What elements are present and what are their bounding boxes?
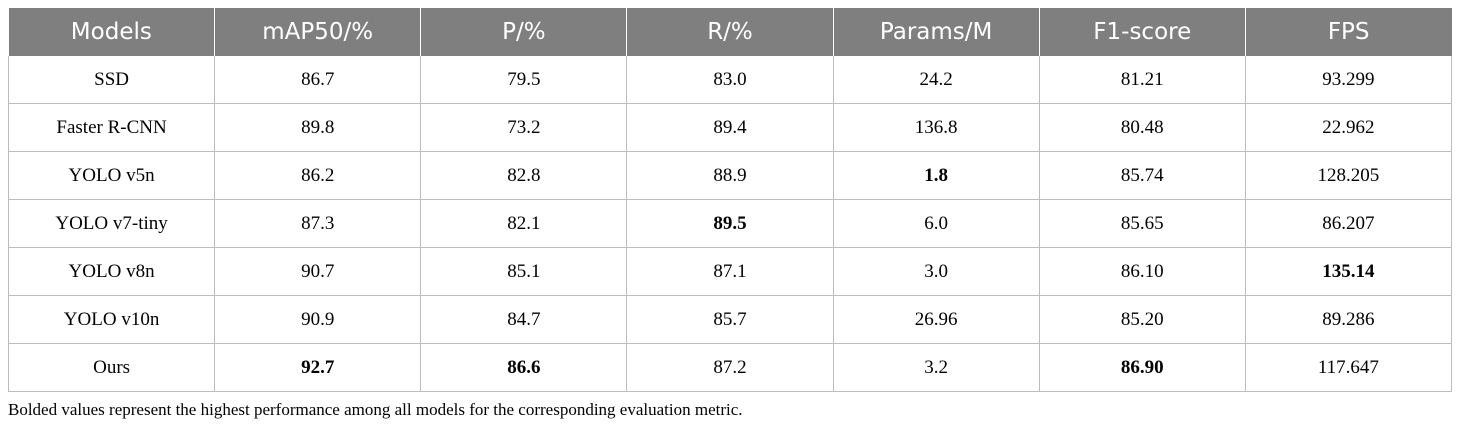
- metric-cell: 89.286: [1245, 295, 1453, 344]
- metric-cell: 86.7: [214, 56, 422, 104]
- metric-cell: 93.299: [1245, 56, 1453, 104]
- metric-cell: 86.90: [1039, 343, 1246, 392]
- model-comparison-table: Models mAP50/% P/% R/% Params/M F1-score…: [7, 8, 1453, 392]
- metric-cell: 3.2: [833, 343, 1040, 392]
- model-name-cell: YOLO v8n: [7, 247, 216, 296]
- model-name-cell: YOLO v10n: [7, 295, 216, 344]
- table-row: YOLO v10n 90.9 84.7 85.7 26.96 85.20 89.286: [7, 295, 1453, 344]
- metric-cell: 89.8: [214, 103, 422, 152]
- model-name-cell: Faster R-CNN: [7, 103, 216, 152]
- header-fps: FPS: [1245, 8, 1452, 56]
- metric-cell: 84.7: [420, 295, 628, 344]
- header-models: Models: [8, 8, 216, 56]
- metric-cell: 85.65: [1039, 199, 1246, 248]
- table-row: YOLO v7-tiny 87.3 82.1 89.5 6.0 85.65 86.207: [7, 199, 1453, 248]
- header-f1-score: F1-score: [1039, 8, 1246, 56]
- metric-cell: 87.2: [626, 343, 834, 392]
- metric-cell: 87.1: [626, 247, 834, 296]
- table-row: SSD 86.7 79.5 83.0 24.2 81.21 93.299: [7, 56, 1453, 104]
- table-header: Models mAP50/% P/% R/% Params/M F1-score…: [8, 8, 1452, 56]
- model-name-cell: Ours: [7, 343, 216, 392]
- model-name-cell: YOLO v7-tiny: [7, 199, 216, 248]
- metric-cell: 117.647: [1245, 343, 1453, 392]
- metric-cell: 88.9: [626, 151, 834, 200]
- metric-cell: 26.96: [833, 295, 1040, 344]
- metric-cell: 81.21: [1039, 56, 1246, 104]
- metric-cell: 85.1: [420, 247, 628, 296]
- metric-cell: 85.20: [1039, 295, 1246, 344]
- header-params: Params/M: [833, 8, 1040, 56]
- metric-cell: 90.7: [214, 247, 422, 296]
- metric-cell: 22.962: [1245, 103, 1453, 152]
- metric-cell: 85.74: [1039, 151, 1246, 200]
- metric-cell: 80.48: [1039, 103, 1246, 152]
- header-recall: R/%: [626, 8, 834, 56]
- metric-cell: 1.8: [833, 151, 1040, 200]
- metric-cell: 86.2: [214, 151, 422, 200]
- header-precision: P/%: [420, 8, 628, 56]
- header-row: Models mAP50/% P/% R/% Params/M F1-score…: [8, 8, 1452, 56]
- metric-cell: 83.0: [626, 56, 834, 104]
- metric-cell: 86.207: [1245, 199, 1453, 248]
- table-body: SSD 86.7 79.5 83.0 24.2 81.21 93.299 Faster R-C…: [7, 56, 1453, 392]
- metric-cell: 24.2: [833, 56, 1040, 104]
- metric-cell: 79.5: [420, 56, 628, 104]
- table-row: YOLO v8n 90.7 85.1 87.1 3.0 86.10 135.14: [7, 247, 1453, 296]
- metric-cell: 135.14: [1245, 247, 1453, 296]
- metric-cell: 92.7: [214, 343, 422, 392]
- metric-cell: 136.8: [833, 103, 1040, 152]
- metric-cell: 90.9: [214, 295, 422, 344]
- metric-cell: 85.7: [626, 295, 834, 344]
- comparison-table-wrapper: Models mAP50/% P/% R/% Params/M F1-score…: [7, 8, 1453, 392]
- metric-cell: 6.0: [833, 199, 1040, 248]
- table-row: Ours 92.7 86.6 87.2 3.2 86.90 117.647: [7, 343, 1453, 392]
- model-name-cell: YOLO v5n: [7, 151, 216, 200]
- model-name-cell: SSD: [7, 56, 216, 104]
- metric-cell: 86.10: [1039, 247, 1246, 296]
- metric-cell: 89.4: [626, 103, 834, 152]
- table-footnote: Bolded values represent the highest perf…: [8, 400, 743, 419]
- metric-cell: 3.0: [833, 247, 1040, 296]
- header-map50: mAP50/%: [214, 8, 422, 56]
- metric-cell: 89.5: [626, 199, 834, 248]
- metric-cell: 73.2: [420, 103, 628, 152]
- metric-cell: 82.8: [420, 151, 628, 200]
- metric-cell: 128.205: [1245, 151, 1453, 200]
- metric-cell: 86.6: [420, 343, 628, 392]
- table-row: Faster R-CNN 89.8 73.2 89.4 136.8 80.48 22.962: [7, 103, 1453, 152]
- metric-cell: 87.3: [214, 199, 422, 248]
- table-row: YOLO v5n 86.2 82.8 88.9 1.8 85.74 128.205: [7, 151, 1453, 200]
- metric-cell: 82.1: [420, 199, 628, 248]
